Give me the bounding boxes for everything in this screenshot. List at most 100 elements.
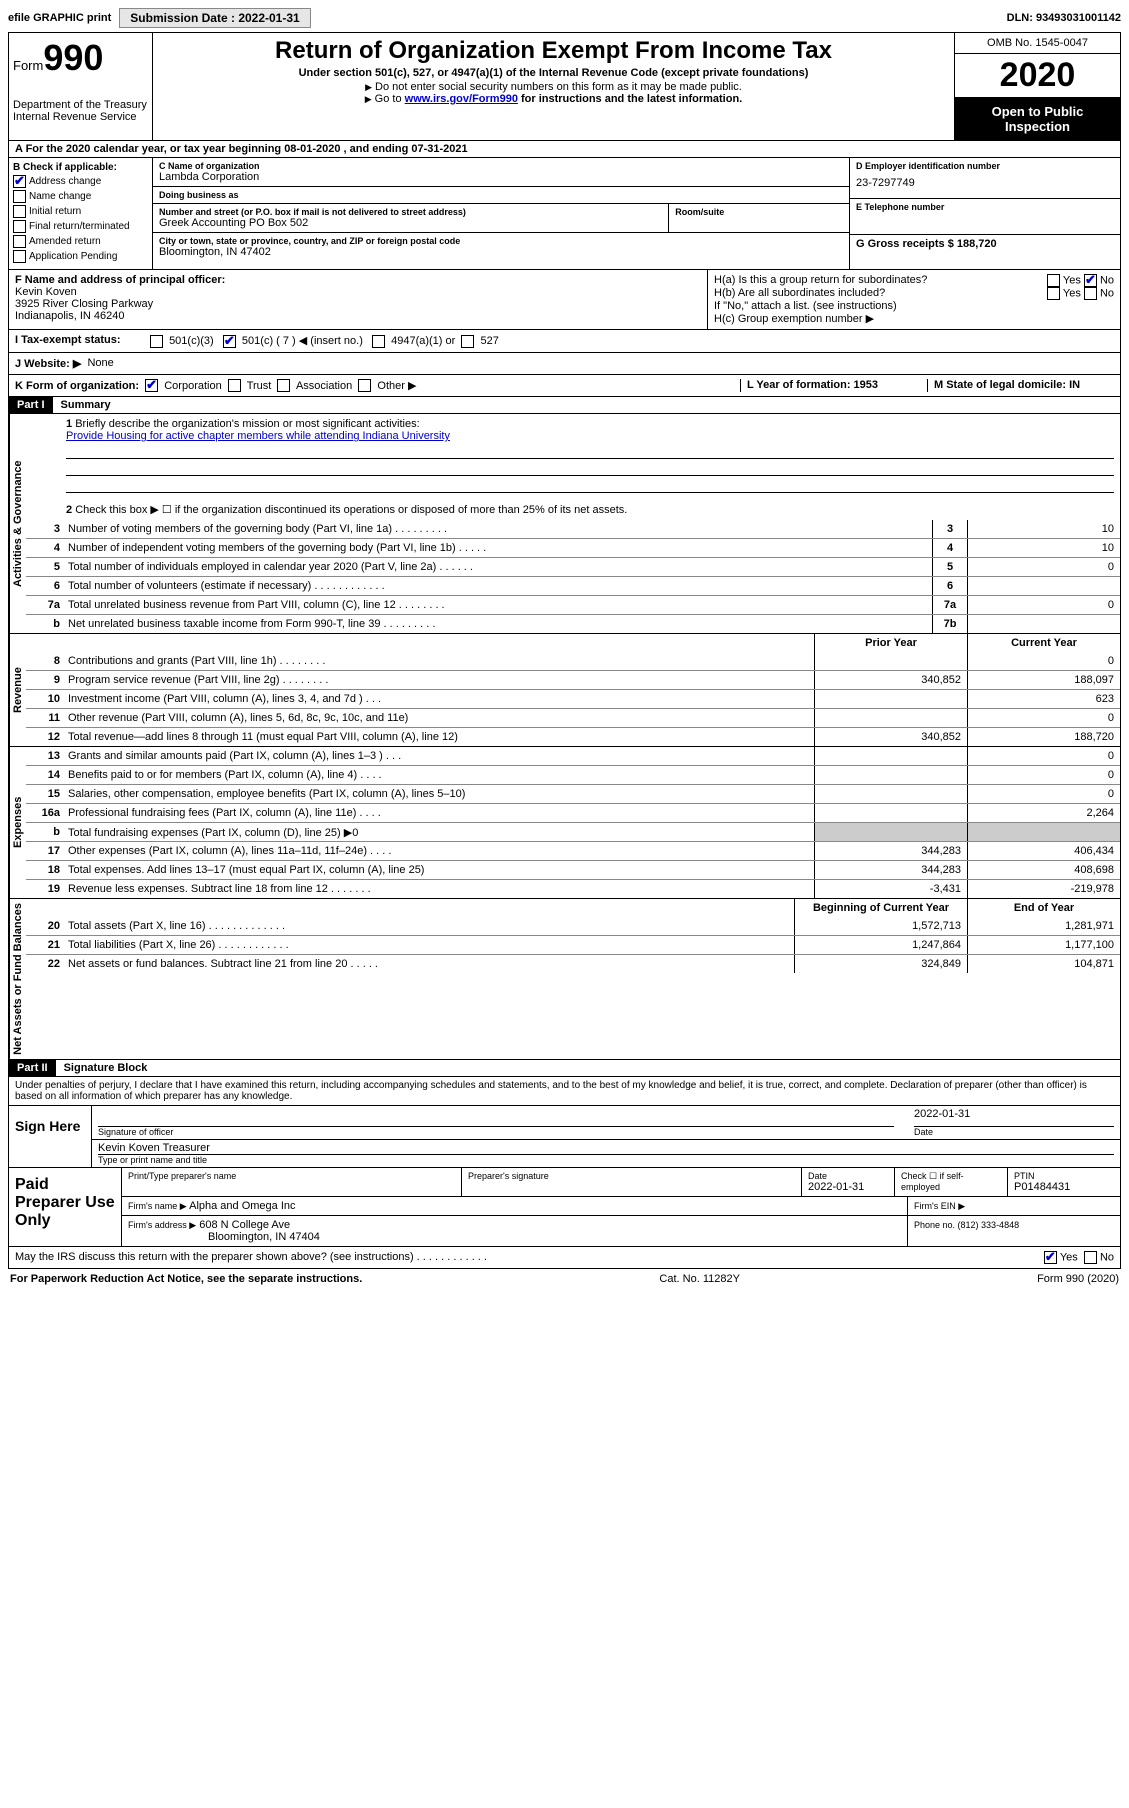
initial-return-label: Initial return bbox=[29, 206, 81, 217]
header-sub: Under section 501(c), 527, or 4947(a)(1)… bbox=[161, 67, 946, 79]
current-val: 406,434 bbox=[967, 842, 1120, 860]
f-label: F Name and address of principal officer: bbox=[15, 274, 701, 286]
hb-yes-checkbox[interactable] bbox=[1047, 287, 1060, 300]
line-num: 22 bbox=[26, 956, 64, 972]
note2-post: for instructions and the latest informat… bbox=[518, 93, 742, 105]
line-text: Total assets (Part X, line 16) . . . . .… bbox=[64, 918, 794, 934]
line-text: Net assets or fund balances. Subtract li… bbox=[64, 956, 794, 972]
line-text: Total number of individuals employed in … bbox=[64, 559, 932, 575]
prior-val bbox=[814, 690, 967, 708]
4947-checkbox[interactable] bbox=[372, 335, 385, 348]
prior-val: 324,849 bbox=[794, 955, 967, 973]
amended-label: Amended return bbox=[29, 236, 101, 247]
prior-val bbox=[814, 804, 967, 822]
prior-val bbox=[814, 709, 967, 727]
print-label: Print/Type preparer's name bbox=[128, 1171, 455, 1181]
firm-addr2: Bloomington, IN 47404 bbox=[208, 1231, 320, 1243]
line-num: 21 bbox=[26, 937, 64, 953]
address-change-checkbox[interactable] bbox=[13, 175, 26, 188]
prior-val: 344,283 bbox=[814, 861, 967, 879]
row-a: A For the 2020 calendar year, or tax yea… bbox=[8, 141, 1121, 158]
sig-name-label: Type or print name and title bbox=[98, 1155, 1114, 1165]
prep-sig-label: Preparer's signature bbox=[468, 1171, 795, 1181]
line-num: 6 bbox=[26, 578, 64, 594]
line-num: b bbox=[26, 824, 64, 840]
prior-val: 1,247,864 bbox=[794, 936, 967, 954]
ha-yes-checkbox[interactable] bbox=[1047, 274, 1060, 287]
hb-label: H(b) Are all subordinates included? bbox=[714, 287, 885, 300]
corp-label: Corporation bbox=[164, 380, 221, 392]
line-num: 16a bbox=[26, 805, 64, 821]
501c3-checkbox[interactable] bbox=[150, 335, 163, 348]
corp-checkbox[interactable] bbox=[145, 379, 158, 392]
form-label: Form990 bbox=[13, 37, 148, 79]
line-text: Total revenue—add lines 8 through 11 (mu… bbox=[64, 729, 814, 745]
part1-header: Part I bbox=[9, 397, 53, 413]
line-val: 0 bbox=[967, 596, 1120, 614]
addr-value: Greek Accounting PO Box 502 bbox=[159, 217, 662, 229]
line-num: 15 bbox=[26, 786, 64, 802]
527-label: 527 bbox=[480, 335, 498, 347]
org-name: Lambda Corporation bbox=[159, 171, 843, 183]
501c3-label: 501(c)(3) bbox=[169, 335, 214, 347]
line-num: 18 bbox=[26, 862, 64, 878]
527-checkbox[interactable] bbox=[461, 335, 474, 348]
line-text: Total liabilities (Part X, line 26) . . … bbox=[64, 937, 794, 953]
hb-no-checkbox[interactable] bbox=[1084, 287, 1097, 300]
501c-checkbox[interactable] bbox=[223, 335, 236, 348]
line-text: Grants and similar amounts paid (Part IX… bbox=[64, 748, 814, 764]
page-title: Return of Organization Exempt From Incom… bbox=[161, 37, 946, 65]
line-num: 12 bbox=[26, 729, 64, 745]
efile-label: efile GRAPHIC print bbox=[8, 12, 111, 24]
final-return-checkbox[interactable] bbox=[13, 220, 26, 233]
name-change-label: Name change bbox=[29, 191, 91, 202]
discuss-yes-checkbox[interactable] bbox=[1044, 1251, 1057, 1264]
line-text: Other expenses (Part IX, column (A), lin… bbox=[64, 843, 814, 859]
line-text: Total number of volunteers (estimate if … bbox=[64, 578, 932, 594]
trust-checkbox[interactable] bbox=[228, 379, 241, 392]
assoc-checkbox[interactable] bbox=[277, 379, 290, 392]
ptin-label: PTIN bbox=[1014, 1171, 1114, 1181]
submission-button[interactable]: Submission Date : 2022-01-31 bbox=[119, 8, 310, 28]
final-return-label: Final return/terminated bbox=[29, 221, 130, 232]
current-val: 0 bbox=[967, 652, 1120, 670]
prior-val bbox=[814, 823, 967, 841]
f-name: Kevin Koven bbox=[15, 286, 701, 298]
line-val: 10 bbox=[967, 539, 1120, 557]
f-addr2: Indianapolis, IN 46240 bbox=[15, 310, 701, 322]
initial-return-checkbox[interactable] bbox=[13, 205, 26, 218]
discuss-no-checkbox[interactable] bbox=[1084, 1251, 1097, 1264]
assoc-label: Association bbox=[296, 380, 352, 392]
rev-col-num bbox=[26, 641, 64, 645]
irs-discuss-label: May the IRS discuss this return with the… bbox=[15, 1251, 487, 1264]
line-text: Professional fundraising fees (Part IX, … bbox=[64, 805, 814, 821]
form990-link[interactable]: www.irs.gov/Form990 bbox=[405, 93, 518, 105]
ha-no-checkbox[interactable] bbox=[1084, 274, 1097, 287]
form-number: 990 bbox=[43, 37, 103, 78]
sign-here-label: Sign Here bbox=[9, 1106, 92, 1167]
firm-addr-label: Firm's address ▶ bbox=[128, 1220, 196, 1230]
prior-val: 340,852 bbox=[814, 671, 967, 689]
paid-preparer-label: Paid Preparer Use Only bbox=[9, 1168, 122, 1246]
prior-val: 1,572,713 bbox=[794, 917, 967, 935]
net-col-num bbox=[26, 906, 64, 910]
line-text: Program service revenue (Part VIII, line… bbox=[64, 672, 814, 688]
line-text: Total unrelated business revenue from Pa… bbox=[64, 597, 932, 613]
sig-officer-label: Signature of officer bbox=[98, 1127, 894, 1137]
current-val: 0 bbox=[967, 785, 1120, 803]
line-num: 3 bbox=[26, 521, 64, 537]
line-text: Benefits paid to or for members (Part IX… bbox=[64, 767, 814, 783]
prep-date-label: Date bbox=[808, 1171, 888, 1181]
current-val: 104,871 bbox=[967, 955, 1120, 973]
amended-checkbox[interactable] bbox=[13, 235, 26, 248]
name-change-checkbox[interactable] bbox=[13, 190, 26, 203]
other-checkbox[interactable] bbox=[358, 379, 371, 392]
hc-label: H(c) Group exemption number ▶ bbox=[714, 312, 1114, 325]
f-addr1: 3925 River Closing Parkway bbox=[15, 298, 701, 310]
address-change-label: Address change bbox=[29, 176, 101, 187]
line-num: 20 bbox=[26, 918, 64, 934]
4947-label: 4947(a)(1) or bbox=[391, 335, 455, 347]
line-num: 19 bbox=[26, 881, 64, 897]
firm-addr1: 608 N College Ave bbox=[199, 1219, 290, 1231]
app-pending-checkbox[interactable] bbox=[13, 250, 26, 263]
